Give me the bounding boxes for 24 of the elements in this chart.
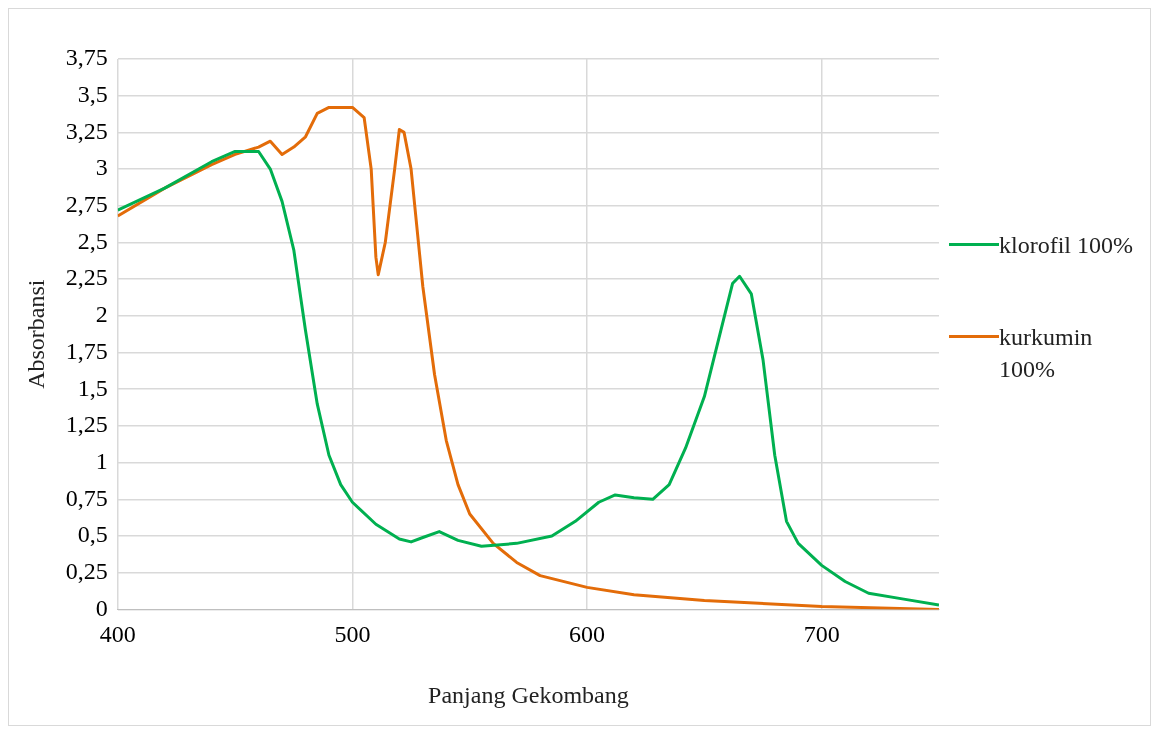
y-tick-label: 1,5 — [77, 374, 108, 401]
legend-label: klorofil 100% — [999, 231, 1133, 260]
y-tick-label: 2,25 — [65, 264, 108, 291]
y-tick-label: 3 — [95, 154, 108, 181]
y-tick-label: 2 — [95, 301, 108, 328]
x-tick-label: 600 — [569, 621, 606, 648]
y-tick-label: 0,25 — [65, 558, 108, 584]
y-tick-label: 3,5 — [77, 80, 108, 107]
y-tick-label: 2,5 — [77, 227, 108, 254]
x-tick-label: 700 — [803, 621, 840, 648]
y-tick-label: 3,25 — [65, 117, 108, 144]
y-tick-label: 3,75 — [65, 44, 108, 71]
y-tick-label: 1,75 — [65, 337, 108, 364]
x-tick-label: 500 — [334, 621, 371, 648]
y-tick-label: 2,75 — [65, 191, 108, 218]
x-tick-label: 400 — [99, 621, 136, 648]
y-tick-label: 0,5 — [77, 521, 108, 548]
y-tick-label: 0,75 — [65, 484, 108, 511]
y-tick-label: 1,25 — [65, 411, 108, 438]
x-axis-title: Panjang Gekombang — [428, 681, 629, 708]
y-tick-label: 1 — [95, 447, 108, 474]
legend-label: kurkumin 100% — [999, 323, 1094, 384]
y-axis-title: Absorbansi — [22, 279, 49, 389]
y-tick-label: 0 — [95, 594, 108, 621]
